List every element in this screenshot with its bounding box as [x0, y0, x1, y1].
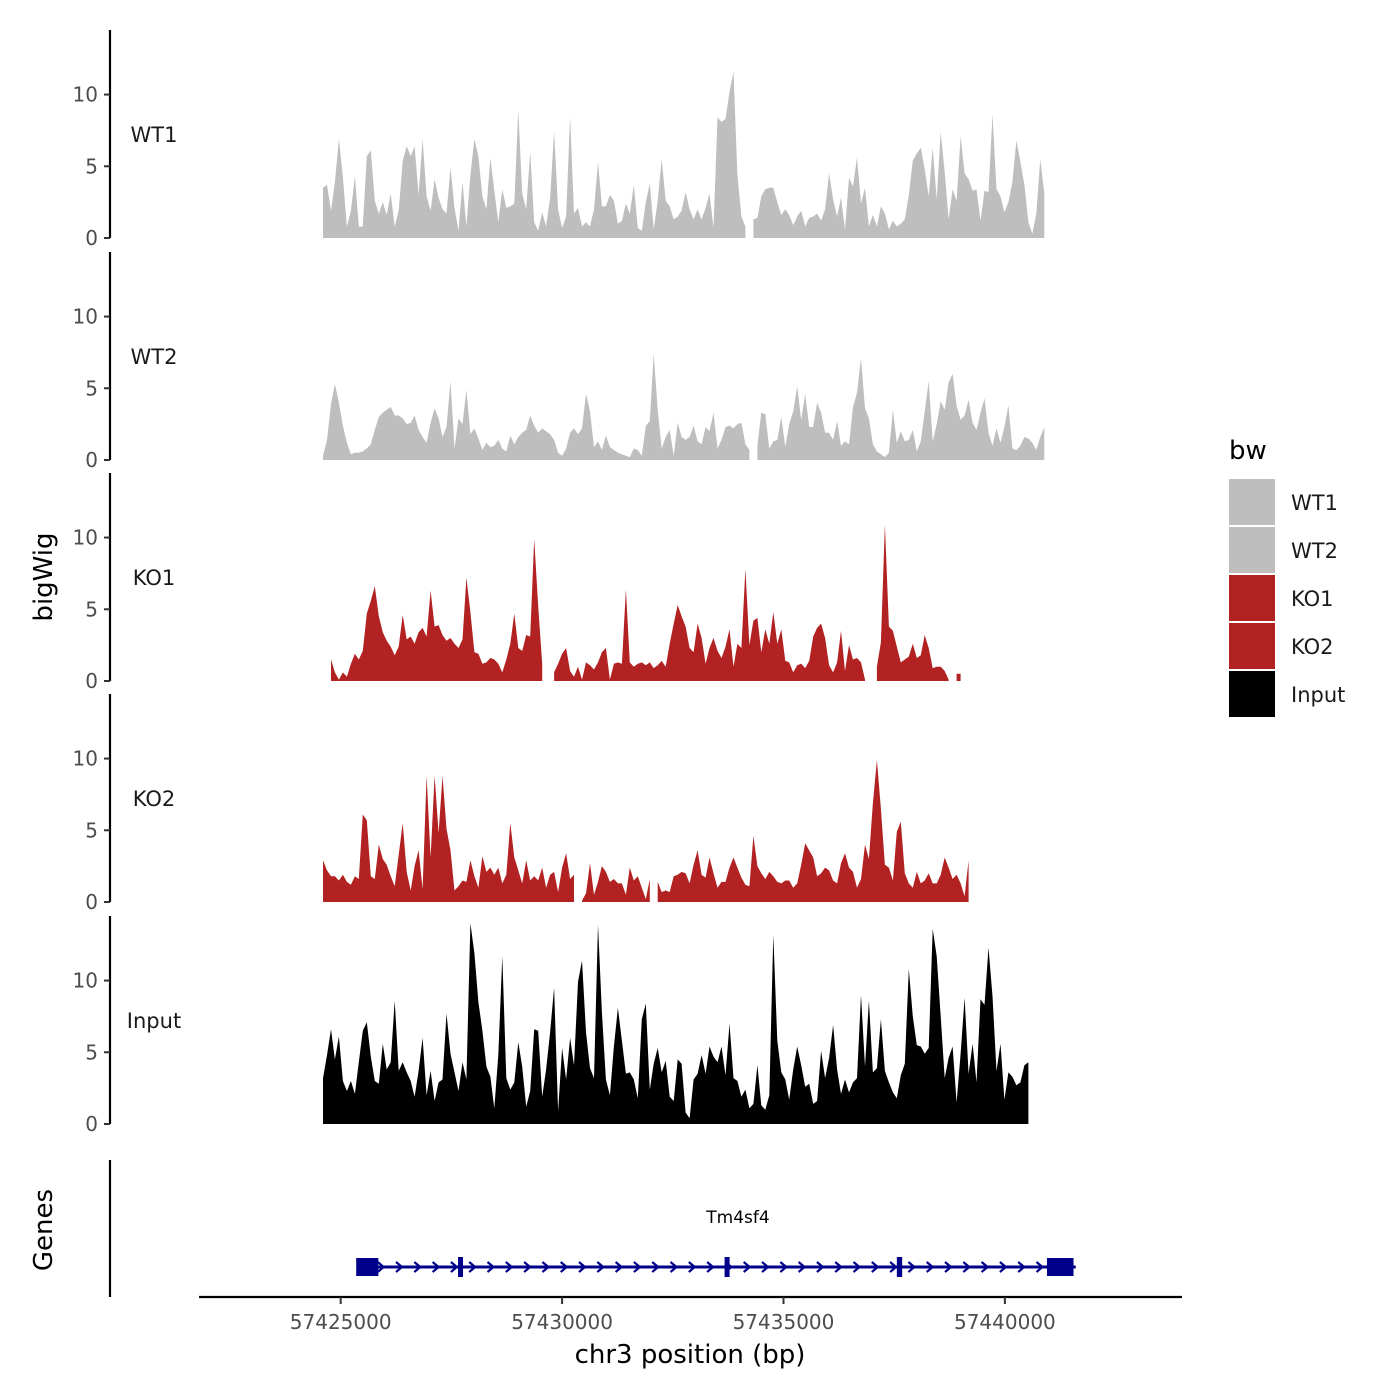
track-label: Input: [127, 1009, 181, 1033]
y-tick-label: 0: [85, 890, 98, 914]
track-label: KO1: [133, 566, 176, 590]
y-axis-title: bigWig: [29, 532, 59, 621]
x-tick-label: 57435000: [733, 1310, 835, 1334]
strand-arrow: [871, 1261, 880, 1273]
strand-arrow: [688, 1261, 697, 1273]
y-tick-label: 10: [73, 747, 98, 771]
strand-arrow: [742, 1261, 752, 1273]
strand-arrow: [962, 1261, 972, 1273]
strand-arrow: [578, 1261, 587, 1273]
y-tick-label: 5: [85, 376, 98, 400]
strand-arrow: [376, 1261, 386, 1273]
area-wt1: [753, 114, 1045, 238]
strand-arrow: [468, 1261, 477, 1273]
track-label: WT2: [131, 345, 178, 369]
strand-arrow: [450, 1261, 459, 1273]
exon: [724, 1257, 730, 1277]
y-tick-label: 10: [73, 305, 98, 329]
strand-arrow: [816, 1261, 825, 1273]
area-ko1: [331, 539, 543, 681]
strand-arrow: [395, 1261, 404, 1273]
strand-arrow: [413, 1261, 423, 1273]
area-ko1: [876, 524, 949, 681]
strand-arrow: [523, 1261, 532, 1273]
legend-label: WT1: [1291, 491, 1338, 515]
strand-arrow: [944, 1261, 953, 1273]
area-ko2: [657, 760, 969, 902]
strand-arrow: [541, 1261, 551, 1273]
strand-arrow: [852, 1261, 862, 1273]
y-tick-label: 10: [73, 83, 98, 107]
strand-arrow: [779, 1261, 789, 1273]
y-tick-label: 10: [73, 526, 98, 550]
x-tick-label: 57430000: [511, 1310, 613, 1334]
gene-label: Tm4sf4: [705, 1208, 769, 1228]
area-wt2: [757, 358, 1045, 460]
track-wt1: 0 5 10 WT1: [73, 30, 1045, 250]
track-ko1: 0 5 10 KO1: [73, 473, 961, 693]
legend-label: Input: [1291, 683, 1345, 707]
y-tick-label: 5: [85, 597, 98, 621]
legend-title: bw: [1229, 436, 1267, 466]
legend-label: KO1: [1291, 587, 1334, 611]
strand-arrow: [1017, 1261, 1026, 1273]
strand-arrow: [633, 1261, 642, 1273]
exon: [458, 1257, 464, 1277]
x-axis-title: chr3 position (bp): [575, 1340, 806, 1370]
legend-label: KO2: [1291, 635, 1334, 659]
strand-arrow: [559, 1261, 569, 1273]
y-tick-label: 0: [85, 669, 98, 693]
track-wt2: 0 5 10 WT2: [73, 252, 1045, 472]
genes-track-title: Genes: [29, 1189, 59, 1271]
exon: [896, 1257, 903, 1277]
legend-key-wt2: [1229, 527, 1275, 573]
y-tick-label: 10: [73, 969, 98, 993]
legend-label: WT2: [1291, 539, 1338, 563]
legend-key-wt1: [1229, 479, 1275, 525]
strand-arrow: [486, 1261, 496, 1273]
legend-key-ko1: [1229, 575, 1275, 621]
y-tick-label: 5: [85, 154, 98, 178]
y-tick-label: 0: [85, 448, 98, 472]
track-ko2: 0 5 10 KO2: [73, 694, 969, 914]
strand-arrow: [907, 1261, 917, 1273]
y-tick-label: 0: [85, 1112, 98, 1136]
strand-arrow: [834, 1261, 843, 1273]
x-tick-label: 57440000: [954, 1310, 1056, 1334]
area-ko1: [956, 673, 961, 681]
area-ko2: [323, 775, 574, 902]
y-tick-label: 5: [85, 818, 98, 842]
strand-arrow: [651, 1261, 660, 1273]
exon: [356, 1258, 379, 1276]
x-tick-label: 57425000: [290, 1310, 392, 1334]
track-input: 0 5 10 Input: [73, 916, 1029, 1136]
strand-arrow: [669, 1261, 679, 1273]
area-input: [323, 923, 1029, 1124]
legend-key-ko2: [1229, 623, 1275, 669]
strand-arrow: [596, 1261, 606, 1273]
legend-key-input: [1229, 671, 1275, 717]
area-wt1: [323, 71, 746, 238]
strand-arrow: [761, 1261, 770, 1273]
strand-arrow: [999, 1261, 1008, 1273]
area-ko2: [582, 863, 650, 902]
strand-arrow: [1035, 1261, 1045, 1273]
y-tick-label: 5: [85, 1040, 98, 1064]
strand-arrow: [614, 1261, 624, 1273]
strand-arrow: [980, 1261, 990, 1273]
area-wt2: [323, 353, 750, 460]
exon: [1046, 1258, 1074, 1276]
strand-arrow: [889, 1261, 898, 1273]
track-label: WT1: [131, 123, 178, 147]
strand-arrow: [797, 1261, 807, 1273]
strand-arrow: [431, 1261, 441, 1273]
strand-arrow: [505, 1261, 514, 1273]
strand-arrow: [925, 1261, 935, 1273]
strand-arrow: [706, 1261, 715, 1273]
y-tick-label: 0: [85, 226, 98, 250]
track-label: KO2: [133, 787, 176, 811]
area-ko1: [554, 569, 865, 681]
